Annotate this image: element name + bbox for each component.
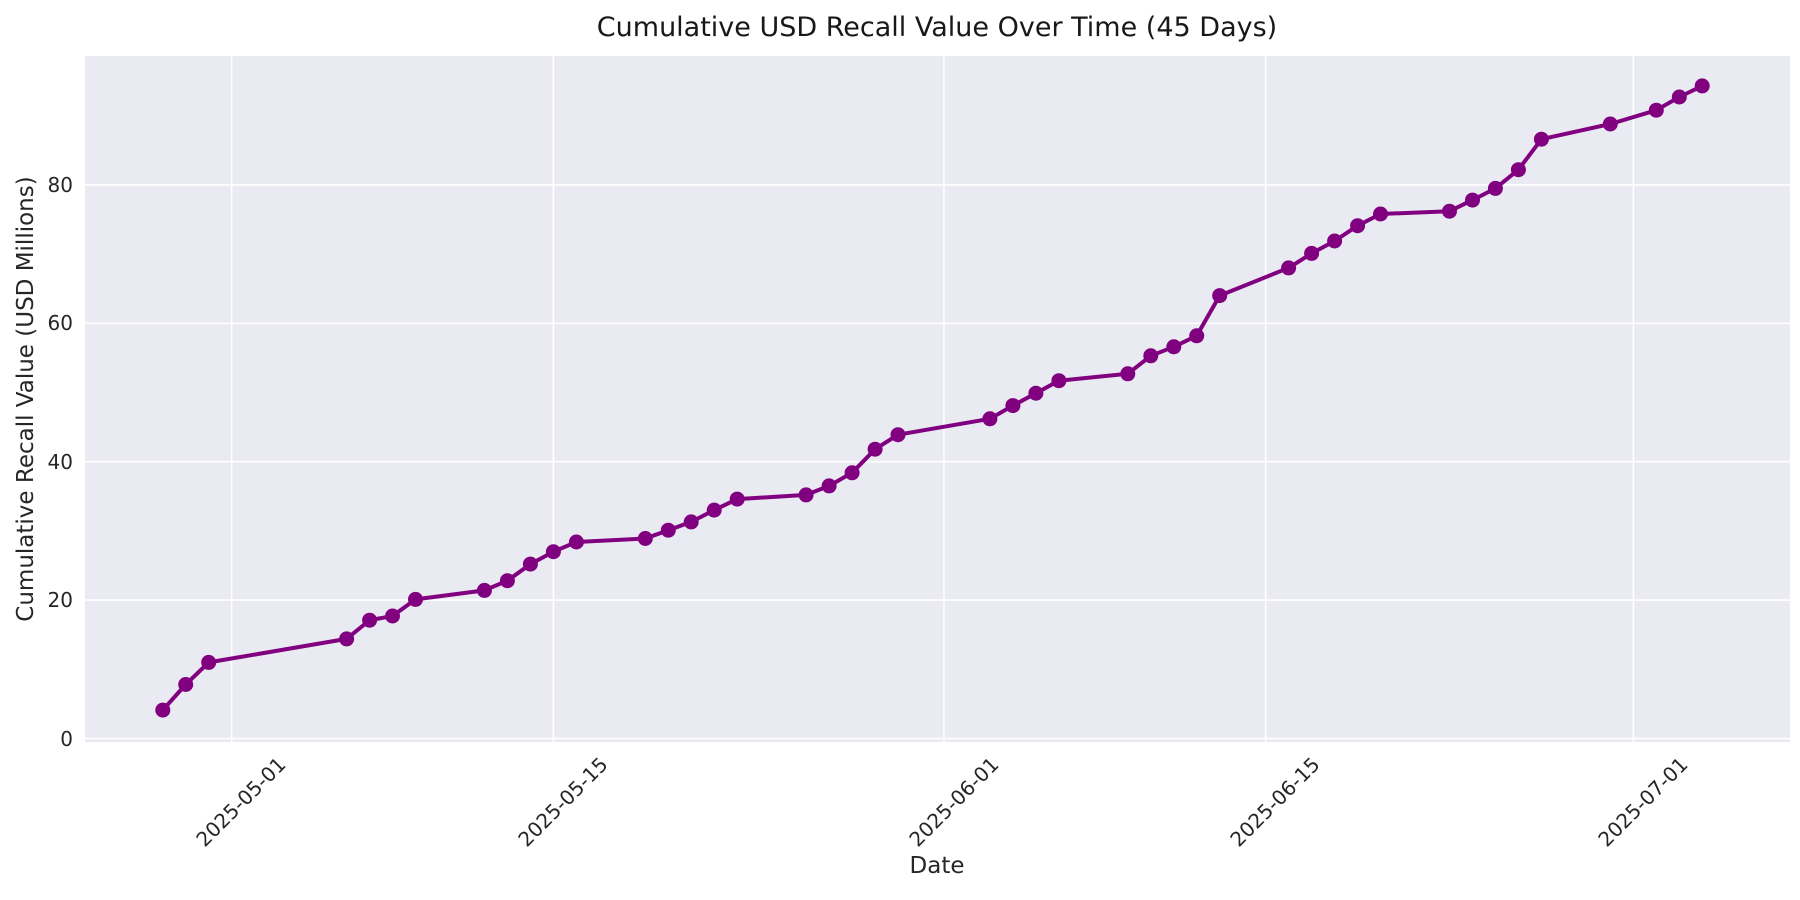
plot-area [85,56,1790,742]
data-point [1373,206,1388,222]
y-axis-label: Cumulative Recall Value (USD Millions) [13,176,39,622]
x-tick-label: 2025-06-01 [904,752,1004,852]
data-point [1166,339,1182,355]
data-point [1648,102,1664,118]
data-point [729,491,745,507]
data-point [1442,203,1457,219]
data-point [1005,398,1021,414]
data-point [982,411,998,427]
x-tick-label: 2025-07-01 [1593,752,1693,852]
data-point [798,487,814,503]
data-point [1281,260,1297,276]
data-point [1212,288,1228,304]
data-point [637,531,653,546]
data-point [1533,131,1549,147]
data-point [1465,192,1480,208]
data-point [1487,180,1503,196]
x-axis-label: Date [909,853,965,879]
data-point [408,591,423,607]
x-tick-label: 2025-05-01 [191,752,291,852]
data-point [867,441,883,457]
data-point [1189,328,1205,344]
data-point [476,582,492,598]
data-point [1671,89,1687,105]
data-point [545,544,561,560]
data-point [385,608,400,624]
data-point [821,478,837,494]
data-point [1051,373,1067,389]
y-tick-label: 20 [47,588,73,613]
data-point [1350,218,1366,234]
x-tick-label: 2025-06-15 [1225,752,1325,852]
data-point [1602,116,1618,132]
line-chart [85,56,1790,742]
y-tick-label: 60 [47,311,73,336]
data-point [660,522,676,538]
data-point [362,612,378,628]
data-point [1694,78,1710,94]
data-point [499,573,515,589]
data-point [1304,245,1320,261]
data-point [890,427,906,443]
y-tick-label: 80 [47,172,73,197]
x-tick-label: 2025-05-15 [513,752,613,852]
chart-title: Cumulative USD Recall Value Over Time (4… [596,12,1278,43]
data-point [1028,385,1044,401]
data-point [568,534,584,550]
data-point [1327,233,1343,249]
data-point [844,465,860,481]
data-point [201,654,217,670]
data-point [339,631,355,647]
data-point [1120,366,1136,382]
data-point [683,514,699,530]
data-point [522,556,538,572]
y-tick-label: 40 [47,449,73,474]
data-point [706,502,722,518]
y-tick-label: 0 [60,726,73,751]
data-point [1143,348,1159,364]
data-point [1510,162,1526,178]
data-point [155,702,171,718]
data-point [178,677,194,692]
